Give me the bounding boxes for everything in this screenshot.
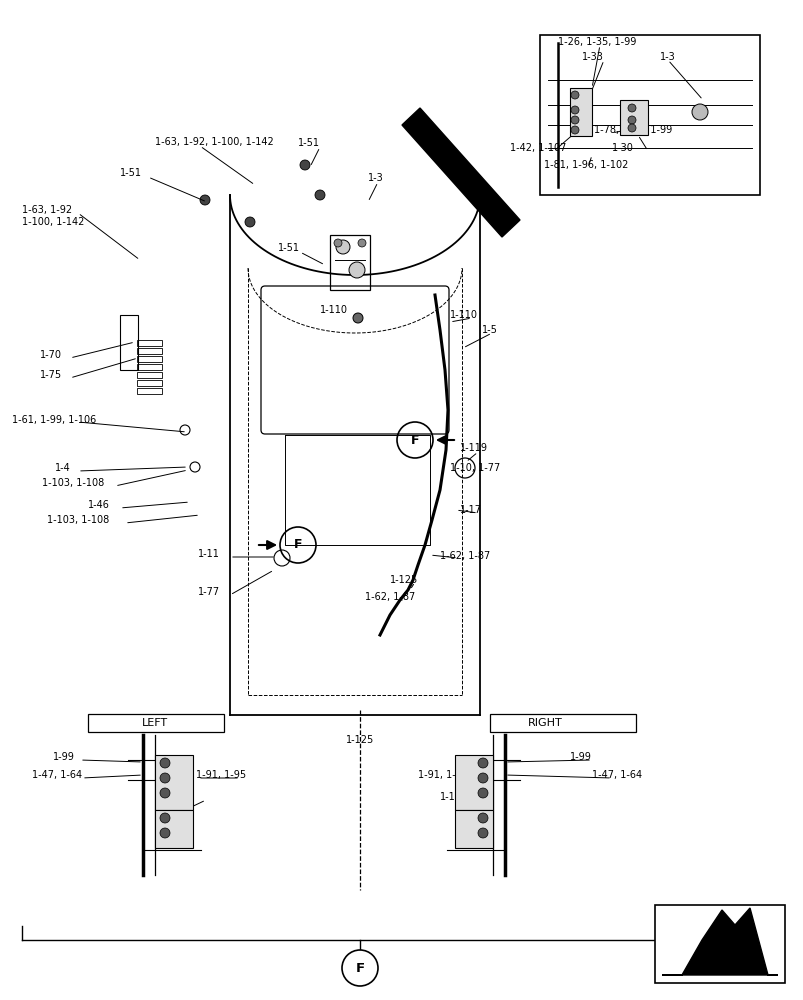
- Circle shape: [315, 190, 324, 200]
- Text: 1-100, 1-142: 1-100, 1-142: [22, 217, 84, 227]
- Bar: [137, 348, 161, 354]
- Circle shape: [570, 126, 578, 134]
- Circle shape: [333, 239, 341, 247]
- Text: 1-110: 1-110: [320, 305, 348, 315]
- Circle shape: [627, 104, 635, 112]
- Bar: [137, 364, 161, 370]
- Bar: [120, 315, 138, 370]
- Circle shape: [160, 813, 169, 823]
- Circle shape: [245, 217, 255, 227]
- FancyBboxPatch shape: [454, 755, 492, 810]
- Bar: [137, 340, 161, 346]
- Text: 1-30: 1-30: [611, 143, 633, 153]
- Text: 1-4: 1-4: [55, 463, 71, 473]
- Circle shape: [160, 758, 169, 768]
- Text: 1-125: 1-125: [345, 735, 373, 745]
- Text: 1-51: 1-51: [278, 243, 300, 253]
- Text: F: F: [293, 538, 302, 552]
- Text: 1-10, 1-77: 1-10, 1-77: [450, 463, 499, 473]
- Circle shape: [627, 124, 635, 132]
- Text: 1-42, 1-107: 1-42, 1-107: [509, 143, 565, 153]
- Text: 1-70: 1-70: [40, 350, 62, 360]
- Polygon shape: [661, 908, 777, 975]
- Circle shape: [160, 773, 169, 783]
- Text: 1-77: 1-77: [198, 587, 220, 597]
- FancyBboxPatch shape: [155, 755, 193, 810]
- Text: 1-3: 1-3: [659, 52, 675, 62]
- Text: 1-78, 1-94, 1-99: 1-78, 1-94, 1-99: [593, 125, 671, 135]
- Text: 1-62, 1-87: 1-62, 1-87: [439, 551, 490, 561]
- FancyBboxPatch shape: [569, 88, 591, 136]
- Circle shape: [478, 758, 487, 768]
- Text: 1-91, 1-95: 1-91, 1-95: [418, 770, 467, 780]
- Circle shape: [353, 313, 362, 323]
- Text: 1-17: 1-17: [459, 505, 482, 515]
- Text: F: F: [355, 962, 364, 974]
- Text: 1-103, 1-108: 1-103, 1-108: [42, 478, 104, 488]
- Text: 1-91, 1-95: 1-91, 1-95: [196, 770, 246, 780]
- Text: RIGHT: RIGHT: [527, 718, 561, 728]
- FancyBboxPatch shape: [654, 905, 784, 983]
- Bar: [137, 388, 161, 394]
- Text: 1-11: 1-11: [198, 549, 219, 559]
- Circle shape: [357, 239, 365, 247]
- Text: 1-99: 1-99: [569, 752, 591, 762]
- Circle shape: [200, 195, 210, 205]
- Circle shape: [570, 116, 578, 124]
- Text: 1-81, 1-96, 1-102: 1-81, 1-96, 1-102: [544, 160, 628, 170]
- FancyBboxPatch shape: [619, 100, 647, 135]
- Bar: [137, 380, 161, 386]
- Text: 1-99: 1-99: [53, 752, 75, 762]
- Circle shape: [300, 160, 310, 170]
- FancyBboxPatch shape: [155, 810, 193, 848]
- Text: 1-125: 1-125: [389, 575, 418, 585]
- Text: 1-47, 1-64: 1-47, 1-64: [591, 770, 642, 780]
- Text: 1-110: 1-110: [450, 310, 478, 320]
- Circle shape: [570, 91, 578, 99]
- Circle shape: [336, 240, 349, 254]
- Text: LEFT: LEFT: [142, 718, 168, 728]
- Text: 1-119: 1-119: [459, 443, 487, 453]
- Text: 1-61, 1-99, 1-106: 1-61, 1-99, 1-106: [12, 415, 96, 425]
- Circle shape: [478, 788, 487, 798]
- Text: F: F: [410, 434, 418, 446]
- Bar: [137, 372, 161, 378]
- Circle shape: [478, 813, 487, 823]
- Circle shape: [478, 773, 487, 783]
- Text: 1-103, 1-108: 1-103, 1-108: [47, 515, 109, 525]
- Text: 1-47, 1-64: 1-47, 1-64: [32, 770, 82, 780]
- Text: 1-75: 1-75: [40, 370, 62, 380]
- Circle shape: [478, 828, 487, 838]
- Circle shape: [160, 788, 169, 798]
- FancyBboxPatch shape: [454, 810, 492, 848]
- FancyBboxPatch shape: [540, 35, 759, 195]
- Bar: [137, 356, 161, 362]
- Text: 1-63, 1-92, 1-100, 1-142: 1-63, 1-92, 1-100, 1-142: [155, 137, 273, 147]
- Text: 1-3: 1-3: [368, 173, 383, 183]
- Text: 1-5: 1-5: [482, 325, 497, 335]
- Text: 1-121: 1-121: [161, 792, 190, 802]
- Circle shape: [160, 828, 169, 838]
- Text: 1-62, 1-87: 1-62, 1-87: [365, 592, 414, 602]
- Text: 1-46: 1-46: [88, 500, 110, 510]
- Circle shape: [691, 104, 707, 120]
- Text: 1-33: 1-33: [581, 52, 603, 62]
- Polygon shape: [402, 108, 520, 237]
- Text: 1-121: 1-121: [439, 792, 467, 802]
- Circle shape: [570, 106, 578, 114]
- Circle shape: [341, 950, 377, 986]
- Circle shape: [349, 262, 365, 278]
- Text: 1-51: 1-51: [120, 168, 142, 178]
- Text: 1-63, 1-92: 1-63, 1-92: [22, 205, 72, 215]
- Text: 1-51: 1-51: [298, 138, 320, 148]
- Circle shape: [627, 116, 635, 124]
- Text: 1-26, 1-35, 1-99: 1-26, 1-35, 1-99: [557, 37, 636, 47]
